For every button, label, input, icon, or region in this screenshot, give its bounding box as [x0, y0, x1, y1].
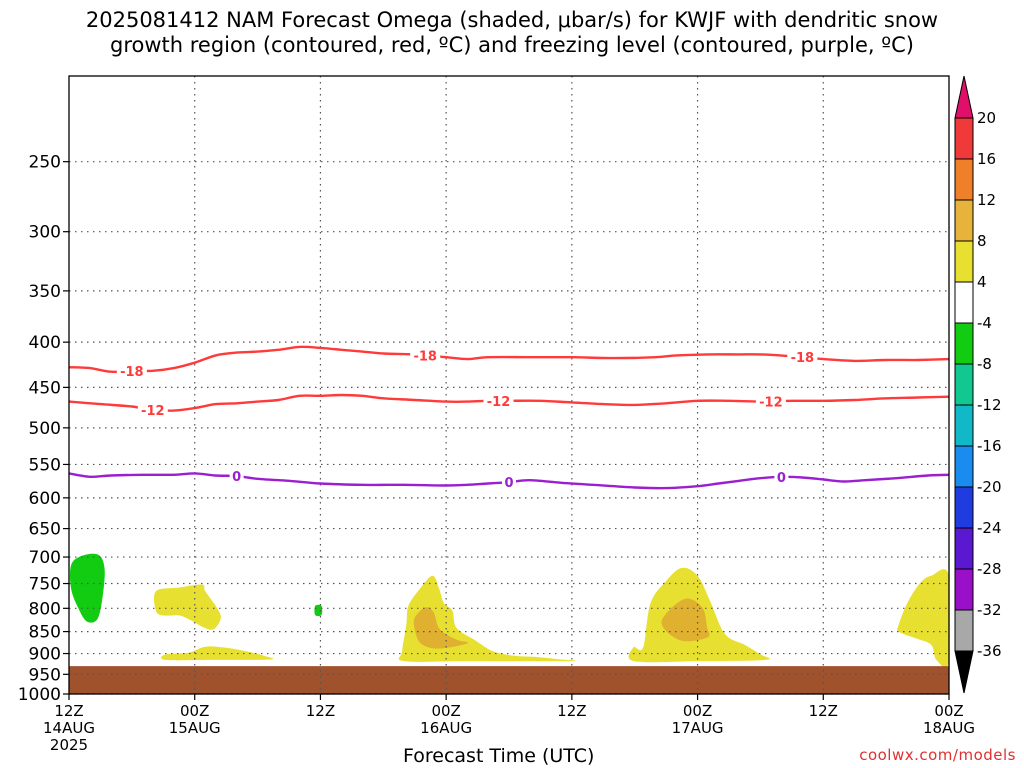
colorbar: 20 16 12 8 4 -4 -8 -12 -16 -20 -24 -28 -32 -36	[954, 75, 1002, 694]
colorbar-swatch	[954, 527, 974, 570]
omega-region-2	[153, 584, 221, 630]
watermark: coolwx.com/models	[859, 746, 1016, 764]
omega-region-8	[661, 598, 710, 642]
omega-region-6	[897, 569, 949, 668]
y-tick-label: 650	[29, 520, 61, 540]
colorbar-tick-label: 8	[977, 232, 987, 250]
y-tick-label: 500	[29, 419, 61, 439]
contour-label-background	[483, 392, 514, 409]
contour-label: -12	[487, 395, 511, 410]
colorbar-swatch	[954, 486, 974, 529]
contour-label: -18	[413, 349, 437, 364]
colorbar-swatch	[954, 404, 974, 447]
contour-label: -12	[141, 404, 165, 419]
contour-line-0	[69, 472, 949, 490]
x-tick-date: 18AUG	[923, 719, 975, 737]
colorbar-swatch	[954, 609, 974, 652]
ground-surface	[69, 666, 949, 694]
y-tick-label: 1000	[18, 685, 61, 705]
colorbar-tick-label: -16	[977, 437, 1002, 455]
y-tick-label: 850	[29, 623, 61, 643]
x-tick-label: 00Z	[683, 702, 712, 720]
omega-shading	[69, 553, 949, 694]
colorbar-swatch	[954, 158, 974, 201]
contour-label-background	[116, 362, 147, 379]
x-tick-label: 00Z	[934, 702, 963, 720]
y-axis: 2503003504004505005506006507007508008509…	[18, 153, 69, 705]
y-tick-label: 600	[29, 489, 61, 509]
colorbar-swatch	[954, 445, 974, 488]
plot-area-background	[69, 76, 949, 694]
colorbar-top-arrow	[954, 75, 974, 119]
colorbar-bottom-arrow	[954, 650, 974, 694]
x-tick-date: 16AUG	[420, 719, 472, 737]
colorbar-tick-label: -4	[977, 314, 992, 332]
y-tick-label: 750	[29, 575, 61, 595]
colorbar-swatch	[954, 568, 974, 611]
colorbar-tick-label: -36	[977, 642, 1002, 660]
colorbar-swatch	[954, 322, 974, 365]
contour-label: -18	[120, 365, 144, 380]
omega-region-3	[161, 646, 274, 661]
contour-label-background	[137, 401, 168, 418]
omega-region-7	[413, 607, 469, 649]
chart-title-line-2: growth region (contoured, red, ºC) and f…	[110, 33, 914, 57]
contour-label: 0	[504, 476, 513, 491]
x-tick-year: 2025	[50, 736, 88, 754]
y-tick-label: 700	[29, 548, 61, 568]
y-tick-label: 900	[29, 645, 61, 665]
plot-frame	[68, 75, 950, 695]
y-tick-label: 300	[29, 223, 61, 243]
x-tick-label: 12Z	[809, 702, 838, 720]
colorbar-tick-label: 4	[977, 273, 987, 291]
chart-title-line-1: 2025081412 NAM Forecast Omega (shaded, μ…	[85, 8, 939, 32]
chart-title: 2025081412 NAM Forecast Omega (shaded, μ…	[0, 8, 1024, 58]
y-tick-label: 950	[29, 665, 61, 685]
x-tick-label: 00Z	[180, 702, 209, 720]
contour-label-background	[755, 393, 786, 410]
contour-label: 0	[232, 470, 241, 485]
contour-label: -12	[759, 395, 783, 410]
y-tick-label: 250	[29, 153, 61, 173]
colorbar-tick-label: -20	[977, 478, 1002, 496]
contour-label: 0	[777, 471, 786, 486]
colorbar-swatch	[954, 117, 974, 160]
y-tick-label: 350	[29, 282, 61, 302]
colorbar-tick-label: 20	[977, 109, 996, 127]
colorbar-swatch	[954, 199, 974, 242]
colorbar-tick-label: 12	[977, 191, 996, 209]
contour-lines: -18 -18 -18 -12 -12 -12 0 0 0	[69, 345, 949, 491]
y-tick-label: 800	[29, 599, 61, 619]
omega-region-0	[69, 553, 105, 623]
contour-label-background	[787, 349, 818, 366]
x-tick-label: 12Z	[557, 702, 586, 720]
x-tick-date: 14AUG	[43, 719, 95, 737]
contour-label-background	[229, 468, 244, 485]
colorbar-tick-label: -32	[977, 601, 1002, 619]
colorbar-tick-label: 16	[977, 150, 996, 168]
colorbar-swatch	[954, 363, 974, 406]
x-axis-title: Forecast Time (UTC)	[403, 745, 595, 767]
omega-region-1	[314, 604, 323, 617]
colorbar-tick-label: -28	[977, 560, 1002, 578]
colorbar-swatch	[954, 281, 974, 324]
y-tick-label: 550	[29, 455, 61, 475]
contour-label-background	[410, 347, 441, 364]
colorbar-swatch	[954, 240, 974, 283]
y-tick-label: 450	[29, 378, 61, 398]
y-tick-label: 400	[29, 333, 61, 353]
x-tick-date: 15AUG	[169, 719, 221, 737]
x-tick-label: 00Z	[431, 702, 460, 720]
x-tick-label: 12Z	[54, 702, 83, 720]
colorbar-tick-label: -12	[977, 396, 1002, 414]
colorbar-tick-label: -8	[977, 355, 992, 373]
x-tick-date: 17AUG	[672, 719, 724, 737]
colorbar-tick-label: -24	[977, 519, 1002, 537]
contour-label: -18	[791, 351, 815, 366]
contour-label-background	[502, 474, 516, 491]
x-tick-label: 12Z	[306, 702, 335, 720]
contour-label-background	[774, 468, 789, 485]
